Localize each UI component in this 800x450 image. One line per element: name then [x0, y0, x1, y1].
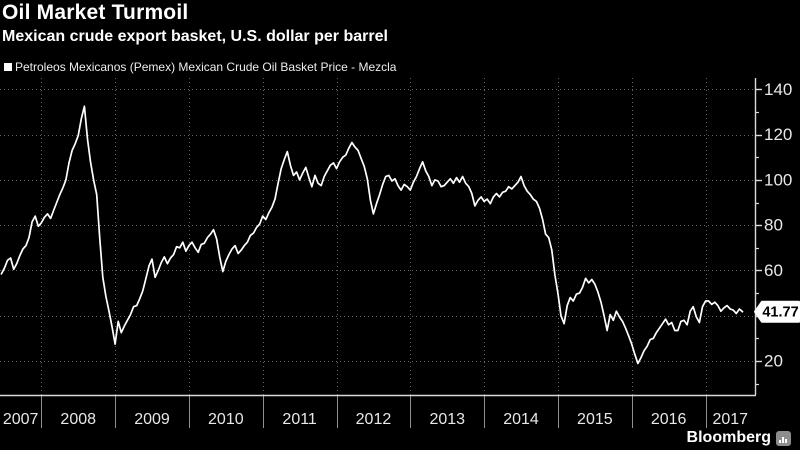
x-tick-label: 2014: [503, 411, 539, 428]
legend-label: Petroleos Mexicanos (Pemex) Mexican Crud…: [15, 60, 397, 74]
x-tick-label: 2007: [3, 411, 39, 428]
x-tick-label: 2013: [429, 411, 465, 428]
x-tick-label: 2011: [282, 411, 317, 428]
y-tick-label: 60: [764, 261, 783, 280]
last-price-badge: [754, 300, 800, 323]
y-tick-label: 120: [764, 125, 792, 144]
y-tick-label: 100: [764, 170, 792, 189]
x-tick-label: 2015: [577, 411, 613, 428]
x-tick-label: 2009: [134, 411, 170, 428]
bar-chart-icon: [776, 430, 791, 446]
x-tick-label: 2012: [356, 411, 392, 428]
chart-legend: Petroleos Mexicanos (Pemex) Mexican Crud…: [4, 60, 396, 74]
last-price-label: 41.77: [762, 305, 798, 321]
bloomberg-logo: Bloomberg: [687, 429, 791, 447]
x-tick-label: 2008: [60, 411, 96, 428]
x-tick-label: 2016: [651, 411, 687, 428]
legend-swatch-icon: [4, 63, 12, 71]
chart-title: Oil Market Turmoil: [2, 1, 189, 24]
x-tick-label: 2010: [208, 411, 244, 428]
price-line: [0, 105, 744, 365]
y-tick-label: 140: [764, 80, 792, 99]
y-tick-label: 80: [764, 216, 783, 235]
bloomberg-logo-text: Bloomberg: [686, 429, 771, 446]
chart-subtitle: Mexican crude export basket, U.S. dollar…: [2, 28, 388, 45]
y-tick-label: 20: [764, 352, 783, 371]
x-tick-label: 2017: [712, 411, 748, 428]
